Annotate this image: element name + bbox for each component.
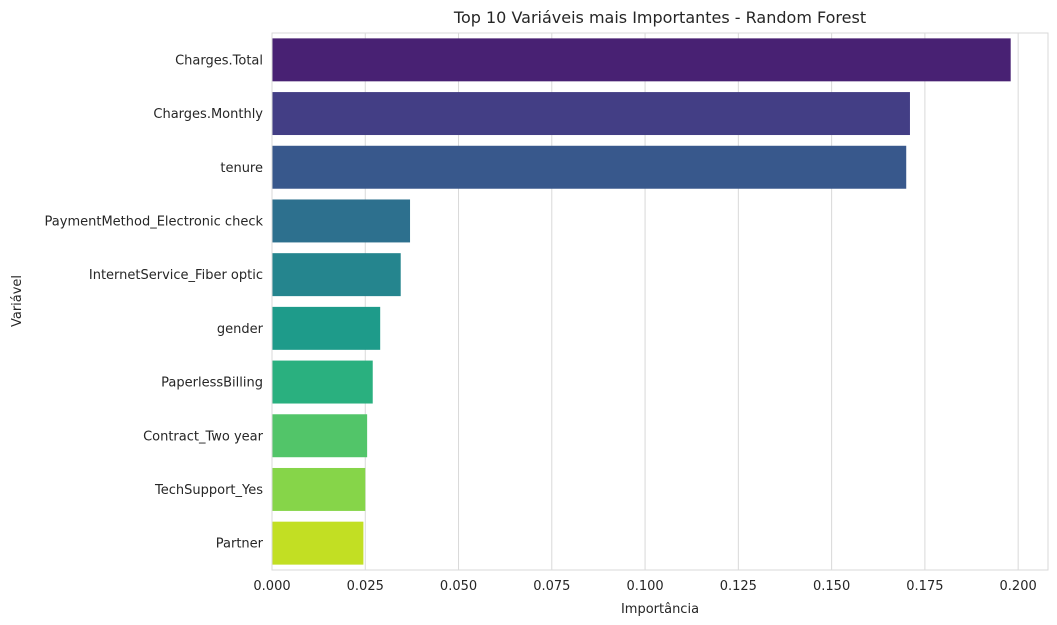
x-tick-label: 0.200 (1000, 579, 1037, 594)
bar (272, 92, 910, 136)
plot-frame (271, 32, 1049, 571)
y-tick-label: Charges.Total (175, 53, 263, 68)
y-tick-label: PaymentMethod_Electronic check (45, 214, 264, 229)
x-tick-label: 0.125 (720, 579, 757, 594)
bar (272, 145, 907, 189)
bar (272, 467, 366, 511)
y-tick-labels: Charges.Total Charges.Monthly tenure Paymen… (45, 53, 264, 551)
x-tick-labels: 0.000 0.025 0.050 0.075 0.100 0.125 0.150 0.175… (253, 579, 1036, 594)
x-axis-label: Importância (621, 602, 699, 617)
bar (272, 306, 381, 350)
bar (272, 414, 368, 458)
x-tick-label: 0.000 (253, 579, 290, 594)
x-tick-label: 0.175 (906, 579, 943, 594)
y-tick-label: Contract_Two year (143, 429, 264, 444)
y-tick-label: TechSupport_Yes (154, 483, 263, 498)
x-tick-label: 0.050 (440, 579, 477, 594)
x-tick-label: 0.025 (347, 579, 384, 594)
y-tick-label: PaperlessBilling (161, 376, 263, 391)
x-tick-label: 0.075 (533, 579, 570, 594)
y-tick-label: Charges.Monthly (153, 107, 263, 122)
x-tick-label: 0.100 (626, 579, 663, 594)
y-tick-label: gender (217, 322, 264, 337)
bar (272, 253, 401, 297)
bars (272, 38, 1011, 565)
bar (272, 38, 1011, 82)
bar (272, 521, 364, 565)
bar (272, 199, 411, 243)
bar (272, 360, 373, 404)
chart-title: Top 10 Variáveis mais Importantes - Rand… (453, 8, 866, 27)
x-tick-label: 0.150 (813, 579, 850, 594)
y-tick-label: tenure (220, 161, 263, 176)
y-tick-label: InternetService_Fiber optic (89, 268, 263, 283)
y-tick-label: Partner (216, 537, 264, 552)
y-axis-label: Variável (10, 275, 25, 327)
